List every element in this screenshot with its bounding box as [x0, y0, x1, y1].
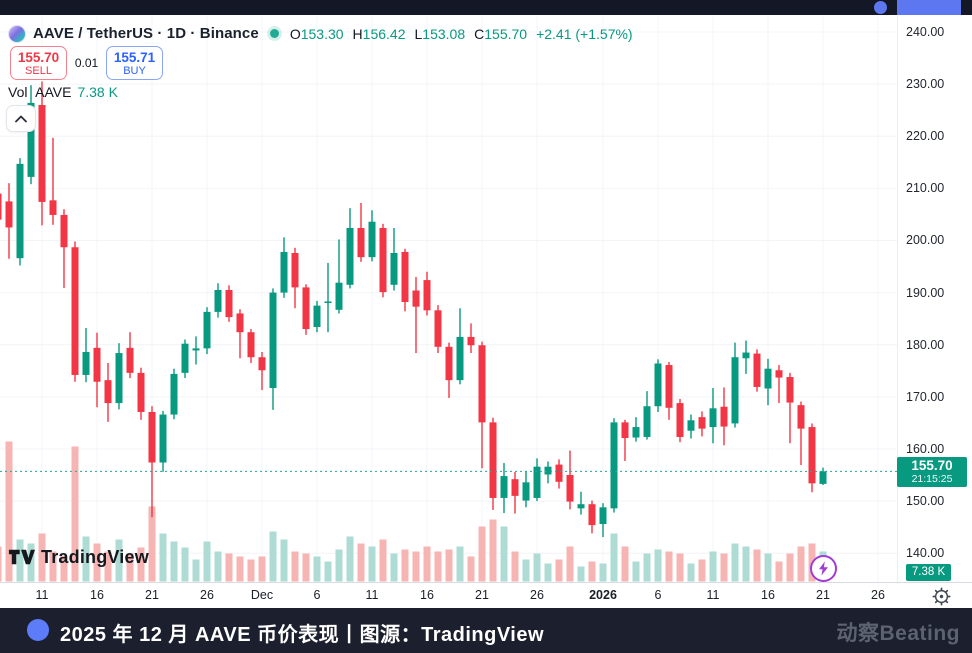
- last-price-badge: 155.70 21:15:25: [897, 457, 967, 487]
- price-tick-label: 160.00: [906, 441, 945, 456]
- date-tick-label: 16: [761, 588, 775, 602]
- countdown-timer: 21:15:25: [911, 473, 953, 485]
- chart-header: AAVE / TetherUS · 1D · Binance O153.30 H…: [8, 24, 633, 43]
- date-tick-label: 11: [35, 588, 49, 602]
- price-tick-label: 140.00: [906, 546, 945, 561]
- date-tick-label: 21: [816, 588, 830, 602]
- date-tick-label: 21: [475, 588, 489, 602]
- axis-separator: [0, 582, 972, 583]
- date-tick-label: 16: [90, 588, 104, 602]
- date-tick-label: 26: [200, 588, 214, 602]
- date-tick-label: 2026: [589, 588, 617, 602]
- chart-region[interactable]: AAVE / TetherUS · 1D · Binance O153.30 H…: [0, 15, 972, 608]
- date-tick-label: Dec: [250, 588, 274, 602]
- volume-axis-badge: 7.38 K: [906, 564, 951, 581]
- site-watermark: 动察Beating: [836, 622, 960, 645]
- sell-price: 155.70: [17, 50, 60, 65]
- tradingview-watermark: TradingView: [8, 546, 149, 568]
- open-value: 153.30: [300, 25, 344, 42]
- volume-value: 7.38 K: [77, 84, 118, 100]
- top-window-strip: [0, 0, 972, 15]
- buy-label: BUY: [123, 65, 146, 77]
- boost-button[interactable]: [810, 555, 837, 582]
- high-value: 156.42: [362, 25, 406, 42]
- date-tick-label: 16: [420, 588, 434, 602]
- last-price-value: 155.70: [911, 458, 953, 473]
- price-tick-label: 180.00: [906, 337, 945, 352]
- collapse-pane-button[interactable]: [6, 105, 36, 132]
- close-label: C: [474, 25, 485, 42]
- buy-price: 155.71: [113, 50, 156, 65]
- window-blue-tab: [897, 0, 961, 15]
- price-tick-label: 230.00: [906, 77, 945, 92]
- date-tick-label: 26: [871, 588, 885, 602]
- market-status-icon: [269, 29, 279, 38]
- caption-bullet-icon: [27, 619, 49, 641]
- sell-button[interactable]: 155.70 SELL: [10, 46, 67, 80]
- date-tick-label: 26: [530, 588, 544, 602]
- volume-symbol: AAVE: [35, 84, 72, 100]
- date-tick-label: 21: [145, 588, 159, 602]
- change-value: +2.41 (+1.57%): [536, 25, 633, 42]
- volume-label: Vol: [8, 84, 28, 100]
- gear-glyph-icon: [931, 586, 951, 606]
- close-value: 155.70: [484, 25, 528, 42]
- settings-gear-icon[interactable]: [929, 584, 953, 608]
- instrument-logo-icon[interactable]: [8, 24, 26, 43]
- date-tick-label: 11: [706, 588, 720, 602]
- date-tick-label: 11: [365, 588, 379, 602]
- volume-legend[interactable]: Vol · AAVE 7.38 K: [8, 84, 118, 100]
- tradingview-logo-icon: [8, 549, 35, 565]
- trade-panel: 155.70 SELL 0.01 155.71 BUY: [10, 46, 163, 80]
- window-blue-dot-icon: [874, 1, 887, 14]
- sell-label: SELL: [25, 65, 52, 77]
- chevron-up-icon: [15, 115, 27, 122]
- symbol-title[interactable]: AAVE / TetherUS · 1D · Binance: [33, 25, 259, 42]
- open-label: O: [289, 25, 301, 42]
- time-axis[interactable]: 11 16 21 26 Dec 6 11 16 21 26 2026 6 11 16 21 26: [0, 583, 972, 608]
- caption-bar: 2025 年 12 月 AAVE 币价表现丨图源：TradingView 动察B…: [0, 608, 972, 653]
- dot-separator: ·: [29, 88, 34, 100]
- high-label: H: [352, 25, 363, 42]
- date-tick-label: 6: [654, 588, 662, 602]
- lightning-icon: [819, 561, 828, 576]
- price-tick-label: 170.00: [906, 389, 945, 404]
- price-tick-label: 150.00: [906, 494, 945, 509]
- candlestick-chart[interactable]: [0, 15, 897, 608]
- low-label: L: [414, 25, 423, 42]
- caption-text: 2025 年 12 月 AAVE 币价表现丨图源：TradingView: [60, 624, 545, 646]
- price-tick-label: 240.00: [906, 25, 945, 39]
- price-tick-label: 220.00: [906, 129, 945, 144]
- price-axis[interactable]: 240.00 230.00 220.00 210.00 200.00 190.00 180.…: [897, 15, 972, 582]
- tradingview-watermark-text: TradingView: [41, 546, 149, 567]
- date-tick-label: 6: [313, 588, 321, 602]
- spread-value: 0.01: [74, 56, 99, 70]
- low-value: 153.08: [422, 25, 466, 42]
- price-tick-label: 200.00: [906, 233, 945, 248]
- price-tick-label: 210.00: [906, 181, 945, 196]
- buy-button[interactable]: 155.71 BUY: [106, 46, 163, 80]
- ohlc-readout: O153.30 H156.42 L153.08 C155.70 +2.41 (+…: [290, 26, 633, 42]
- price-tick-label: 190.00: [906, 285, 945, 300]
